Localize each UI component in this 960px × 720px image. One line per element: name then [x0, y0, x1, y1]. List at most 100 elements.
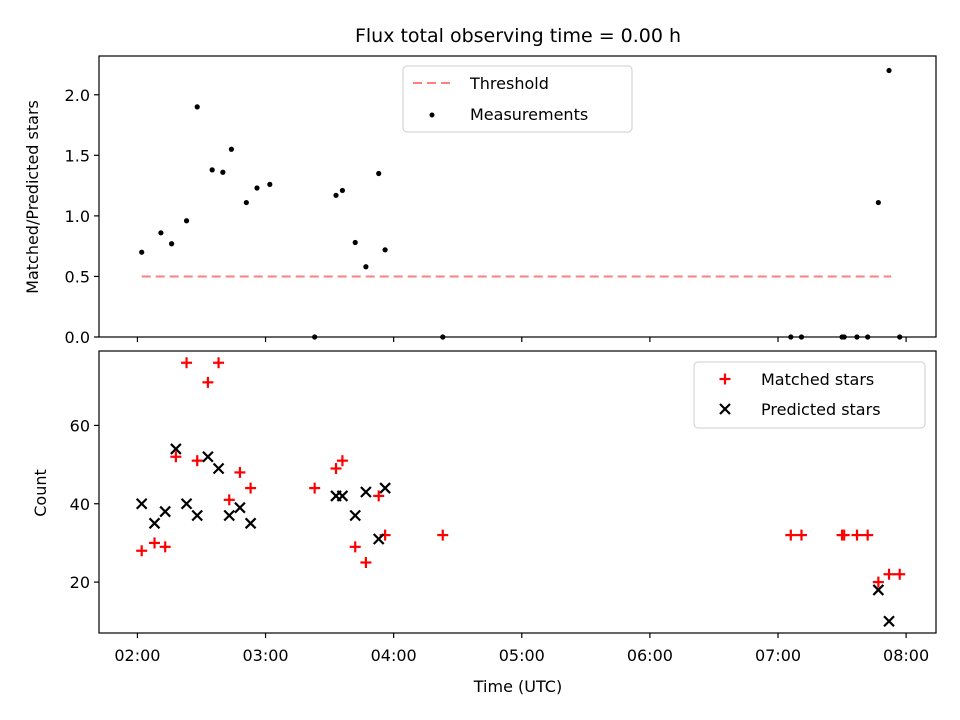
- measurement-point: [886, 67, 892, 74]
- measurement-point: [267, 181, 273, 187]
- matched-star-point: [862, 529, 874, 541]
- predicted-star-point: [212, 462, 225, 475]
- predicted-star-point: [360, 486, 372, 498]
- matched-star-point: [191, 455, 203, 467]
- count-panel: 20 40 60 02:00 03:00 04:00 05:00 06:00 07:00 08:…: [31, 350, 937, 696]
- count-x-ticks: 02:00 03:00 04:00 05:00 06:00 07:00 08:00: [114, 633, 929, 665]
- matched-star-point: [851, 529, 863, 541]
- ratio-legend: Threshold Measurements: [402, 65, 633, 133]
- measurement-point: [352, 239, 358, 246]
- predicted-star-point: [170, 443, 182, 455]
- measurement-point: [194, 104, 200, 110]
- predicted-star-point: [872, 584, 885, 596]
- count-y-axis-label: Count: [31, 469, 50, 517]
- ratio-panel: 0.00.51.01.52.0 Matched/Predicted stars …: [23, 55, 937, 347]
- predicted-star-point: [202, 450, 214, 463]
- matched-star-point: [336, 455, 348, 467]
- ratio-y-tick-label: 1.5: [65, 146, 90, 165]
- matched-star-point: [245, 482, 257, 494]
- matched-star-point: [159, 541, 171, 553]
- count-y-tick-label: 60: [70, 416, 90, 435]
- legend-threshold-label: Threshold: [469, 74, 549, 93]
- ratio-y-tick-label: 1.0: [65, 207, 90, 226]
- matched-star-point: [883, 568, 895, 580]
- measurement-point: [333, 192, 339, 198]
- matched-star-point: [223, 494, 235, 506]
- matched-star-point: [437, 529, 449, 541]
- measurement-points: [139, 67, 903, 340]
- count-y-tick-label: 40: [70, 495, 90, 514]
- ratio-panel-frame: [98, 55, 937, 338]
- measurement-point: [254, 185, 260, 191]
- matched-star-point: [785, 529, 797, 541]
- predicted-star-point: [234, 501, 246, 514]
- x-axis-label: Time (UTC): [473, 677, 562, 696]
- predicted-star-point: [372, 533, 385, 545]
- legend-predicted-label: Predicted stars: [761, 400, 881, 419]
- predicted-star-point: [180, 497, 193, 510]
- predicted-star-point: [336, 490, 349, 502]
- count-x-tick-label: 02:00: [114, 646, 160, 665]
- count-x-tick-label: 05:00: [499, 646, 545, 665]
- matched-star-point: [838, 529, 850, 541]
- matched-star-point: [795, 529, 807, 541]
- measurement-point: [220, 169, 226, 175]
- count-legend: Matched stars Predicted stars: [693, 361, 926, 429]
- matched-star-point: [349, 541, 361, 553]
- count-y-tick-label: 20: [70, 573, 90, 592]
- ratio-y-ticks: 0.0 0.5 1.0 1.5 2.0: [65, 86, 99, 347]
- count-x-tick-label: 07:00: [755, 646, 801, 665]
- measurement-point: [382, 247, 388, 253]
- measurement-point: [228, 146, 234, 152]
- measurement-point: [243, 199, 249, 206]
- matched-star-point: [202, 376, 214, 388]
- count-legend-box: [693, 361, 926, 429]
- predicted-star-point: [349, 509, 362, 522]
- measurement-point: [158, 230, 164, 236]
- measurement-point: [875, 199, 881, 206]
- legend-matched-label: Matched stars: [761, 370, 874, 389]
- measurement-point: [363, 264, 369, 270]
- matched-star-point: [213, 357, 225, 369]
- predicted-star-point: [379, 482, 391, 494]
- matched-star-point: [360, 557, 372, 568]
- count-x-tick-label: 06:00: [627, 646, 673, 665]
- count-y-ticks: 20 40 60: [70, 416, 99, 592]
- matched-star-point: [872, 576, 884, 588]
- count-x-tick-label: 04:00: [371, 646, 417, 665]
- matched-star-point: [234, 466, 246, 478]
- legend-matched-swatch: [719, 373, 731, 385]
- count-x-tick-label: 03:00: [242, 646, 288, 665]
- matched-star-point: [181, 357, 193, 369]
- matched-star-point: [894, 568, 906, 580]
- legend-measurements-swatch: [429, 112, 435, 118]
- predicted-star-point: [135, 497, 148, 510]
- predicted-star-point: [191, 509, 203, 522]
- legend-plus-marker: [719, 373, 731, 385]
- measurement-point: [168, 241, 175, 247]
- matched-star-point: [136, 545, 148, 557]
- legend-predicted-swatch: [719, 403, 731, 415]
- count-x-tick-label: 08:00: [883, 646, 929, 665]
- count-panel-frame: [98, 350, 937, 634]
- predicted-star-point: [883, 615, 895, 628]
- ratio-x-ticks: [136, 337, 907, 342]
- matched-star-point: [330, 463, 342, 474]
- ratio-y-tick-label: 2.0: [65, 86, 90, 105]
- predicted-star-point: [244, 517, 257, 530]
- measurement-point: [209, 167, 215, 173]
- predicted-star-point: [159, 505, 171, 518]
- measurement-point: [183, 218, 190, 224]
- predicted-star-point: [148, 517, 161, 530]
- matched-stars-points: [136, 357, 906, 588]
- legend-measurements-label: Measurements: [470, 105, 588, 124]
- legend-x-marker: [719, 403, 731, 415]
- measurement-point: [339, 187, 346, 194]
- predicted-star-point: [223, 509, 236, 522]
- ratio-y-tick-label: 0.0: [65, 328, 90, 347]
- matched-star-point: [373, 490, 385, 502]
- ratio-legend-box: [402, 65, 633, 133]
- measurement-point: [139, 249, 145, 255]
- matched-star-point: [170, 451, 182, 463]
